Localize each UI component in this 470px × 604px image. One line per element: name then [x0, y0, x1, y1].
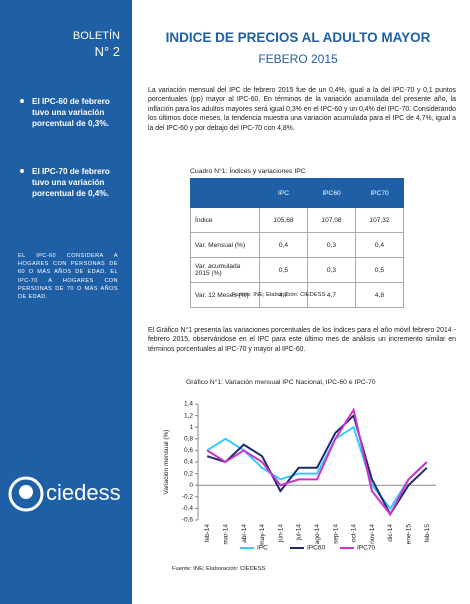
y-tick-label: 0,4: [184, 459, 193, 466]
y-tick-label: -0,6: [182, 517, 194, 524]
x-tick-label: sep-14: [332, 524, 339, 544]
series-line: [206, 407, 428, 517]
chart-source: Fuente: INE; Elaboración: CIEDESS: [172, 566, 266, 572]
y-tick-label: -0,4: [182, 505, 194, 512]
x-tick-label: jul-14: [296, 524, 303, 541]
table-cell: 0,3: [307, 232, 356, 258]
table-header-row: IPC IPC60 IPC70: [190, 178, 404, 208]
x-tick-label: abr-14: [241, 524, 248, 543]
bullet-dot: [20, 169, 24, 173]
series-line: [206, 413, 428, 517]
logo-icon: [8, 476, 44, 512]
x-tick-label: feb-15: [424, 524, 431, 543]
table-row: Var. Mensual (%) 0,4 0,3 0,4: [190, 232, 404, 258]
table-header-cell: IPC: [259, 178, 308, 208]
table-cell: Var. acumulada 2015 (%): [190, 257, 260, 283]
table-cell: 107,32: [355, 207, 404, 233]
table-caption: Cuadro N°1: Índices y variaciones IPC: [190, 168, 306, 175]
bullet-dot: [20, 99, 24, 103]
table-cell: 4,8: [355, 282, 404, 308]
logo-text: ciedess: [46, 480, 121, 505]
table-cell: 4,7: [259, 282, 308, 308]
table-cell: Var. Mensual (%): [190, 232, 260, 258]
title: INDICE DE PRECIOS AL ADULTO MAYOR: [165, 30, 431, 45]
legend-label: IPC70: [357, 545, 375, 552]
y-tick-label: 0,6: [184, 447, 193, 454]
table-header-cell: IPC60: [307, 178, 356, 208]
bullet-text: El IPC-60 de febrero tuvo una variación …: [32, 97, 110, 128]
bullet-text: El IPC-70 de febrero tuvo una variación …: [32, 167, 110, 198]
x-tick-label: ene-15: [406, 524, 413, 545]
table-row: Var. acumulada 2015 (%) 0,5 0,3 0,5: [190, 257, 404, 283]
table-cell: 0,4: [259, 232, 308, 258]
y-tick-label: 0,2: [184, 470, 193, 477]
chart-title: Gráfico N°1: Variación mensual IPC Nacio…: [186, 379, 376, 386]
bulletin-label: BOLETÍN: [72, 30, 120, 42]
table-cell: 105,68: [259, 207, 308, 233]
table-cell: 0,4: [355, 232, 404, 258]
x-tick-label: ago-14: [314, 524, 321, 545]
table-cell: 107,08: [307, 207, 356, 233]
table-cell: 0,3: [307, 257, 356, 283]
y-tick-label: -0,2: [182, 494, 194, 501]
x-tick-label: jun-14: [277, 524, 284, 543]
table-header-cell: IPC70: [355, 178, 404, 208]
x-tick-label: may-14: [259, 524, 266, 546]
paragraph: El Gráfico N°1 presenta las variaciones …: [148, 327, 456, 353]
table: IPC IPC60 IPC70 Índice 105,68 107,08 107,32 Var…: [190, 178, 404, 308]
paragraph: La variación mensual del IPC de febrero …: [148, 87, 456, 132]
subtitle: FEBERO 2015: [258, 52, 338, 66]
x-tick-label: feb-14: [204, 524, 211, 543]
table-cell: Índice: [190, 207, 260, 233]
x-tick-label: mar-14: [222, 524, 229, 545]
y-tick-label: 1,4: [184, 401, 193, 408]
note: EL IPC-60 CONSIDERA A HOGARES CON PERSON…: [18, 253, 118, 301]
y-tick-label: 1: [189, 424, 193, 431]
legend-label: IPC: [257, 545, 268, 552]
chart: -0,6 -0,4 -0,2 0 0,2 0,4 0,6 0,8 1 1,2 1,4 Variació…: [163, 401, 436, 552]
table-cell: 0,5: [259, 257, 308, 283]
table-row: Var. 12 Meses (%) 4,7 4,7 4,8: [190, 282, 404, 308]
table-row: Índice 105,68 107,08 107,32: [190, 207, 404, 233]
x-tick-label: nov-14: [369, 524, 376, 544]
table-corner: [190, 178, 260, 208]
y-tick-label: 1,2: [184, 412, 193, 419]
sidebar: BOLETÍN N° 2 El IPC-60 de febrero tuvo u…: [0, 0, 132, 604]
y-tick-label: 0: [189, 482, 193, 489]
y-axis-label: Variación mensual (%): [163, 430, 170, 495]
table-source: Fuente: INE; Elaboración: CIEDESS: [232, 292, 326, 298]
legend-label: IPC60: [307, 545, 325, 552]
table-cell: 0,5: [355, 257, 404, 283]
x-tick-label: oct-14: [351, 524, 358, 542]
bulletin-number: N° 2: [94, 44, 120, 59]
x-tick-label: dic-14: [387, 524, 394, 542]
y-tick-label: 0,8: [184, 436, 193, 443]
